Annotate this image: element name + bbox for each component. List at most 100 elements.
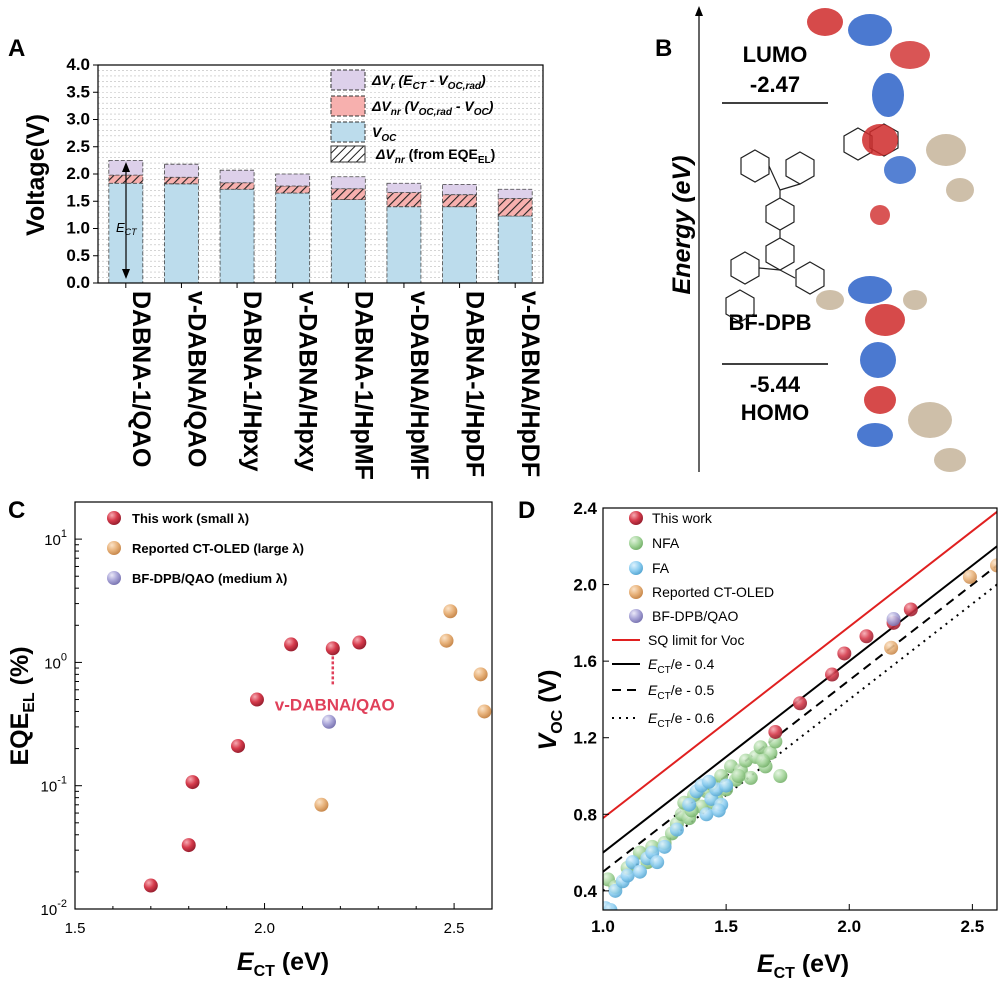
data-point-fa — [625, 855, 640, 870]
bar-r — [442, 183, 477, 196]
bar-nr — [386, 192, 422, 208]
panel-a-ect-label: ECT — [116, 220, 138, 237]
legend-marker-this-work — [629, 511, 643, 525]
panel-c-points — [143, 604, 492, 893]
panel-a-bar-chart: 0.0 0.5 1.0 1.5 2.0 2.5 3.0 3.5 4.0 DABNA-1/QAO v… — [22, 55, 544, 480]
legend-label: Reported CT-OLED — [652, 584, 774, 600]
x-tick-label: 2.0 — [837, 917, 861, 936]
x-tick-label: v-DABNA/QAO — [182, 291, 210, 467]
y-tick-label: 2.4 — [573, 499, 597, 518]
y-tick-base: 10 — [44, 655, 61, 672]
data-point-nfa — [743, 770, 758, 785]
bar-nr — [219, 182, 255, 190]
data-point-fa — [657, 839, 672, 854]
energy-axis-label: Energy (eV) — [668, 156, 696, 295]
panel-label-a: A — [8, 35, 25, 62]
bar-nr — [164, 176, 199, 185]
y-tick-label: 101 — [44, 528, 67, 549]
legend-line-label-main: E — [648, 656, 658, 672]
panel-c-x-axis-label: ECT (eV) — [237, 948, 329, 980]
legend-marker-fa — [629, 561, 643, 575]
panel-label-d: D — [518, 497, 535, 524]
x-tick-label: 1.5 — [65, 920, 86, 937]
homo-value: -5.44 — [750, 372, 801, 397]
panel-c-annotation: v-DABNA/QAO — [275, 656, 395, 714]
bar-r — [386, 182, 422, 193]
data-point-this-work — [143, 878, 158, 893]
x-tick-label: 1.5 — [714, 917, 738, 936]
data-point-reported — [314, 797, 329, 812]
legend-marker-reported — [107, 541, 121, 555]
homo-orbital-density — [816, 276, 966, 472]
data-point-this-work — [185, 775, 200, 790]
bar-r — [497, 188, 533, 199]
data-point-nfa — [731, 769, 746, 783]
legend-line-label: SQ limit for Voc — [648, 632, 744, 648]
data-point-reported — [439, 633, 454, 648]
y-tick-label: 4.0 — [66, 55, 90, 74]
legend-label: BF-DPB/QAO — [652, 608, 738, 624]
legend-label: This work — [652, 510, 713, 526]
x-tick-label: v-DABNA/HpDF — [516, 291, 544, 477]
panel-a-y-ticks: 0.0 0.5 1.0 1.5 2.0 2.5 3.0 3.5 4.0 — [66, 55, 98, 292]
reference-line-dashed — [603, 564, 997, 873]
legend-line-label: ECT/e - 0.5 — [648, 682, 714, 702]
bar-r — [164, 163, 199, 178]
y-tick-label: 1.2 — [573, 729, 597, 748]
legend-label-hatch: ΔVnr (from EQEEL) — [375, 146, 495, 166]
panel-b-energy-diagram: Energy (eV) LUMO -2.47 BF-DPB -5.44 HOMO — [668, 6, 974, 472]
legend-label: This work (small λ) — [132, 511, 249, 526]
data-point-reported — [962, 569, 977, 584]
bar-voc — [164, 183, 199, 284]
data-point-this-work — [181, 838, 196, 853]
data-point-nfa — [756, 753, 771, 768]
panel-d-points — [603, 558, 997, 910]
data-point-bfdpb — [886, 612, 901, 627]
data-point-reported — [473, 667, 488, 682]
panel-d-legend: This work NFA FA Reported CT-OLED BF-DPB/QAO… — [612, 510, 774, 730]
data-point-this-work — [352, 635, 367, 650]
legend-label-r: ΔVr (ECT - VOC,rad) — [371, 72, 486, 92]
data-point-this-work — [793, 696, 807, 711]
data-point-fa — [699, 807, 714, 822]
legend-label-voc: VOC — [372, 124, 397, 144]
x-tick-label: 2.5 — [961, 917, 985, 936]
y-tick-label: 2.0 — [66, 164, 90, 183]
x-tick-label: DABNA-1/Hpxy — [238, 291, 266, 472]
data-point-this-work — [837, 646, 852, 661]
data-point-reported — [477, 704, 492, 719]
data-point-fa — [620, 868, 635, 883]
panel-c-legend: This work (small λ) Reported CT-OLED (lar… — [107, 511, 304, 586]
data-point-fa — [608, 883, 623, 898]
lumo-orbital-density — [807, 8, 974, 225]
x-tick-label: DABNA-1/HpMF — [349, 291, 377, 480]
y-tick-base: 10 — [41, 902, 58, 919]
y-tick-label: 2.0 — [573, 576, 597, 595]
panel-a-y-axis-label: Voltage(V) — [22, 114, 50, 236]
y-tick-label: 2.5 — [66, 137, 90, 156]
y-tick-label: 10-1 — [41, 775, 67, 796]
panel-a-ect-arrow-bottom — [122, 269, 130, 279]
data-point-this-work — [231, 738, 246, 753]
y-tick-base: 10 — [41, 779, 58, 796]
data-point-nfa — [768, 734, 783, 749]
energy-axis-arrowhead — [695, 6, 703, 16]
data-point-fa — [682, 797, 697, 812]
molecule-label: BF-DPB — [728, 310, 811, 335]
y-tick-exp: -1 — [57, 775, 67, 787]
legend-marker-bfdpb — [629, 609, 643, 623]
panel-a-bars — [108, 159, 533, 284]
y-tick-exp: 0 — [61, 651, 67, 663]
lumo-label: LUMO — [743, 42, 808, 67]
legend-line-label-sub: CT — [657, 665, 670, 676]
legend-line-label-rest: /e - 0.6 — [671, 710, 715, 726]
y-tick-label: 100 — [44, 651, 67, 672]
panel-d-y-axis-label: VOC (V) — [534, 670, 566, 751]
data-point-fa — [669, 822, 684, 837]
y-tick-base: 10 — [44, 532, 61, 549]
data-point-reported — [990, 558, 997, 573]
reference-line-sq — [603, 511, 997, 819]
y-tick-label: 1.6 — [573, 652, 597, 671]
molecule-structure-drawing — [725, 123, 899, 323]
